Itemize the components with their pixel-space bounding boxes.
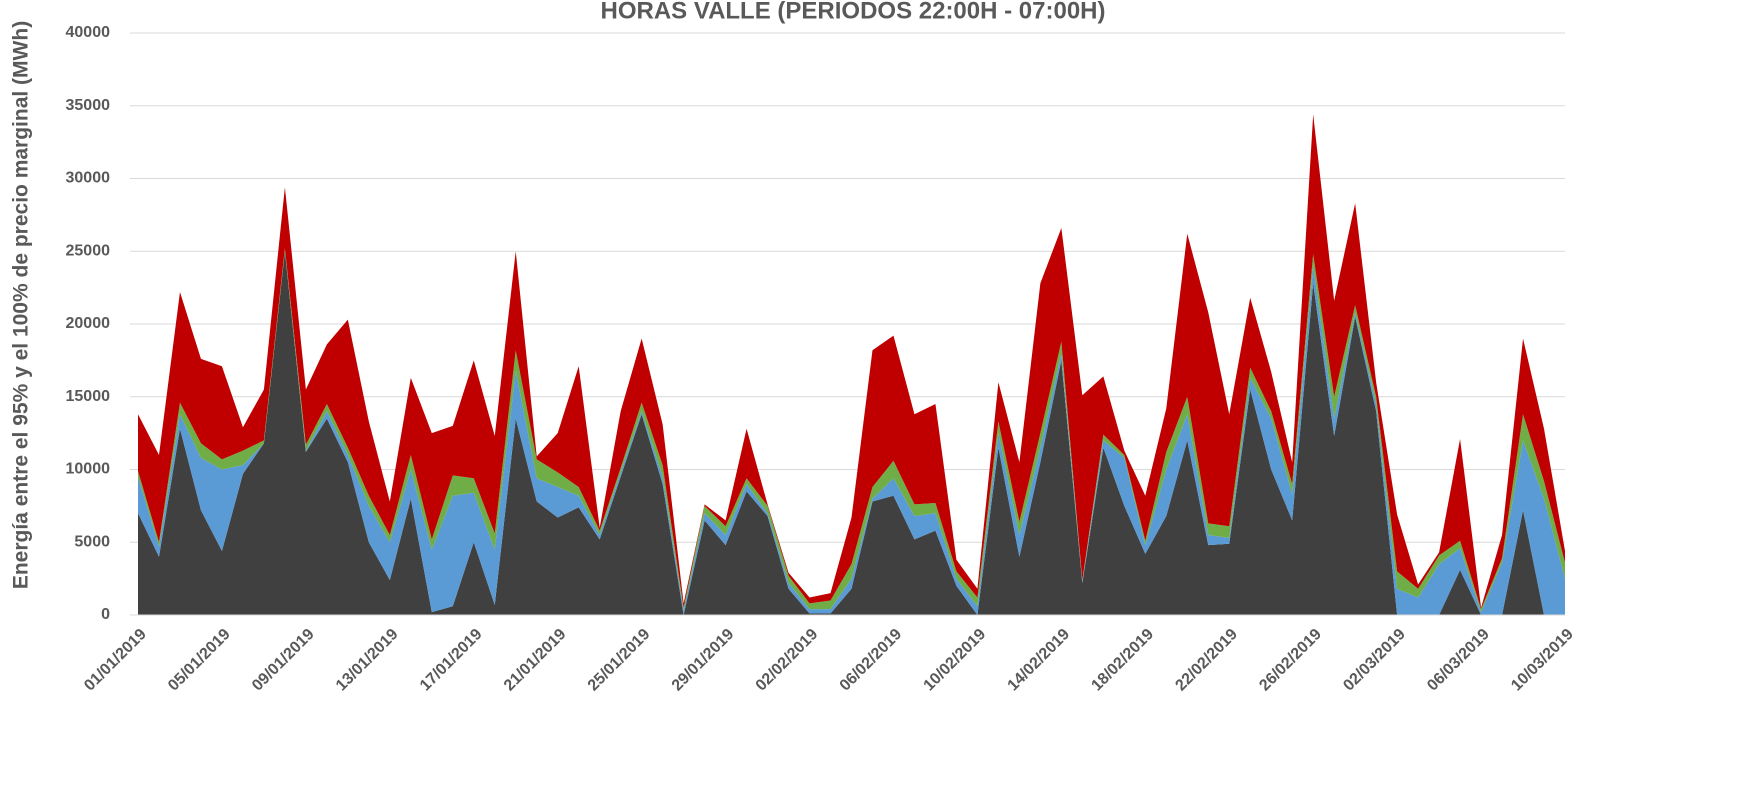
x-tick-label: 05/01/2019 [165,626,234,695]
x-tick-label: 29/01/2019 [669,626,738,695]
x-tick-label: 25/01/2019 [585,626,654,695]
y-axis-label: Energía entre el 95% y el 100% de precio… [10,21,33,589]
y-tick-label: 20000 [66,315,111,332]
x-tick-label: 06/03/2019 [1424,626,1493,695]
y-tick-label: 35000 [66,97,111,114]
x-tick-label: 10/03/2019 [1508,626,1577,695]
y-tick-label: 30000 [66,170,111,187]
x-tick-label: 17/01/2019 [417,626,486,695]
y-tick-label: 25000 [66,242,111,259]
x-tick-label: 13/01/2019 [333,626,402,695]
x-tick-label: 14/02/2019 [1005,626,1074,695]
x-tick-label: 01/01/2019 [81,626,150,695]
x-tick-label: 22/02/2019 [1172,626,1241,695]
area [138,251,1565,615]
x-tick-label: 18/02/2019 [1088,626,1157,695]
y-tick-label: 5000 [74,533,110,550]
x-tick-label: 26/02/2019 [1256,626,1325,695]
x-tick-label: 10/02/2019 [921,626,990,695]
chart-title: HORAS VALLE (PERIODOS 22:00H - 07:00H) [601,0,1106,24]
area [138,114,1565,610]
y-tick-label: 10000 [66,461,111,478]
x-tick-label: 06/02/2019 [837,626,906,695]
y-tick-label: 0 [101,606,110,623]
x-tick-label: 21/01/2019 [501,626,570,695]
x-tick-label: 09/01/2019 [249,626,318,695]
y-tick-label: 15000 [66,388,111,405]
x-tick-label: 02/02/2019 [753,626,822,695]
x-tick-label: 02/03/2019 [1340,626,1409,695]
y-tick-label: 40000 [66,24,111,41]
